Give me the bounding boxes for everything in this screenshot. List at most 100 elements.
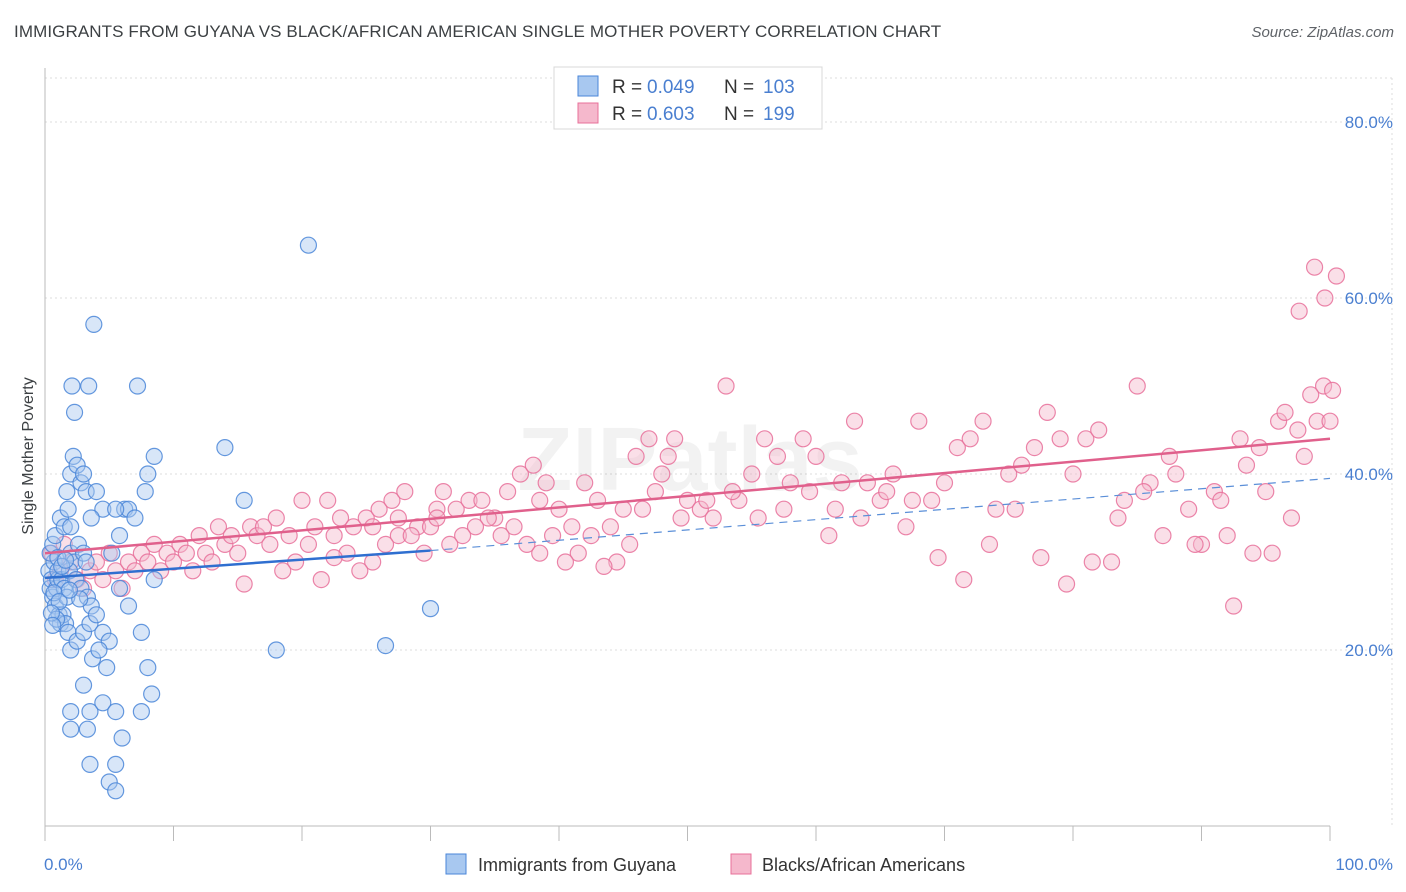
point-pink-80 <box>755 430 774 448</box>
point-pink-126 <box>1302 386 1320 404</box>
point-pink-149 <box>929 548 947 567</box>
point-pink-35 <box>267 509 285 527</box>
point-pink-111 <box>1154 526 1172 545</box>
point-pink-57 <box>473 491 491 509</box>
point-pink-147 <box>980 535 999 554</box>
point-pink-171 <box>518 535 536 554</box>
point-pink-130 <box>1290 302 1308 320</box>
point-blue-78 <box>62 720 80 738</box>
point-pink-73 <box>666 430 684 448</box>
point-blue-76 <box>143 685 161 703</box>
point-blue-80 <box>113 729 131 747</box>
point-blue-92 <box>421 600 440 618</box>
legend-n-label-1: N = <box>724 77 754 98</box>
point-pink-170 <box>531 544 549 562</box>
point-pink-91 <box>897 518 915 536</box>
source-label: Source: ZipAtlas.com <box>1251 24 1394 41</box>
bottom-legend-label-blue: Immigrants from Guyana <box>478 855 677 875</box>
point-pink-107 <box>1102 553 1121 571</box>
legend-r-value-2: 0.603 <box>647 104 695 125</box>
point-pink-150 <box>903 491 921 509</box>
point-pink-169 <box>543 526 562 545</box>
point-pink-155 <box>775 500 793 518</box>
point-pink-128 <box>1225 597 1243 615</box>
point-blue-70 <box>74 676 93 694</box>
point-pink-112 <box>1167 465 1185 483</box>
point-pink-141 <box>1135 483 1153 501</box>
point-blue-75 <box>132 702 150 721</box>
point-blue-83 <box>100 773 118 791</box>
point-pink-120 <box>1269 412 1288 430</box>
point-blue-89 <box>235 491 253 509</box>
point-pink-68 <box>601 518 620 536</box>
point-pink-103 <box>1051 430 1069 448</box>
point-blue-102 <box>60 581 79 599</box>
point-pink-165 <box>595 557 613 576</box>
point-blue-72 <box>81 702 99 721</box>
point-blue-87 <box>110 579 129 598</box>
point-pink-176 <box>454 526 472 545</box>
point-pink-92 <box>910 412 928 430</box>
bottom-legend: Immigrants from Guyana Blacks/African Am… <box>445 853 965 875</box>
point-pink-164 <box>608 553 626 571</box>
point-pink-188 <box>274 562 292 580</box>
point-pink-99 <box>1000 465 1018 483</box>
point-blue-86 <box>119 597 138 615</box>
point-pink-9 <box>94 570 112 589</box>
point-blue-29 <box>74 465 93 483</box>
point-pink-93 <box>923 491 941 509</box>
point-pink-108 <box>1115 491 1134 509</box>
legend-r-label-1: R = <box>612 77 642 98</box>
point-pink-20 <box>164 553 183 571</box>
point-pink-179 <box>415 544 433 562</box>
point-pink-146 <box>1006 500 1024 518</box>
point-pink-61 <box>524 456 542 474</box>
y-tick-labels: 20.0% 40.0% 60.0% 80.0% <box>1345 113 1393 660</box>
point-blue-84 <box>107 782 125 800</box>
legend-n-value-2: 199 <box>763 104 795 125</box>
point-pink-133 <box>1327 267 1346 285</box>
point-blue-23 <box>62 518 80 536</box>
point-pink-71 <box>640 430 658 448</box>
point-blue-68 <box>110 526 129 545</box>
point-pink-83 <box>794 430 812 448</box>
point-pink-105 <box>1077 430 1095 448</box>
point-pink-136 <box>1250 439 1268 457</box>
point-pink-81 <box>768 447 787 465</box>
point-blue-21 <box>55 518 73 536</box>
point-pink-19 <box>158 544 176 562</box>
point-pink-89 <box>871 491 889 509</box>
point-pink-59 <box>499 483 517 501</box>
point-blue-82 <box>107 755 125 774</box>
point-pink-119 <box>1257 483 1275 501</box>
point-pink-109 <box>1128 377 1146 395</box>
point-pink-168 <box>556 553 575 571</box>
point-pink-94 <box>935 474 954 492</box>
point-pink-135 <box>1276 403 1294 421</box>
point-pink-34 <box>261 535 279 554</box>
point-blue-34 <box>77 553 95 571</box>
y-tick-label-0: 20.0% <box>1345 641 1393 660</box>
point-blue-64 <box>119 500 138 518</box>
point-blue-98 <box>56 551 75 569</box>
point-pink-177 <box>441 535 459 554</box>
point-blue-71 <box>62 702 80 721</box>
x-tick-labels: 0.0% 100.0% <box>44 855 1393 874</box>
point-pink-77 <box>717 377 735 395</box>
point-pink-37 <box>286 553 305 571</box>
point-pink-95 <box>948 439 966 457</box>
point-blue-40 <box>62 641 80 659</box>
point-pink-113 <box>1180 500 1198 518</box>
point-blue-56 <box>216 439 234 457</box>
point-pink-110 <box>1141 474 1159 492</box>
point-pink-41 <box>319 491 337 509</box>
point-blue-61 <box>87 483 106 501</box>
point-blue-55 <box>299 236 318 254</box>
point-pink-102 <box>1038 403 1056 421</box>
point-blue-48 <box>90 641 108 659</box>
point-blue-53 <box>65 403 84 421</box>
point-blue-100 <box>42 604 61 622</box>
point-blue-26 <box>64 447 82 465</box>
point-blue-58 <box>139 465 157 483</box>
bottom-legend-swatch-pink <box>730 853 752 875</box>
